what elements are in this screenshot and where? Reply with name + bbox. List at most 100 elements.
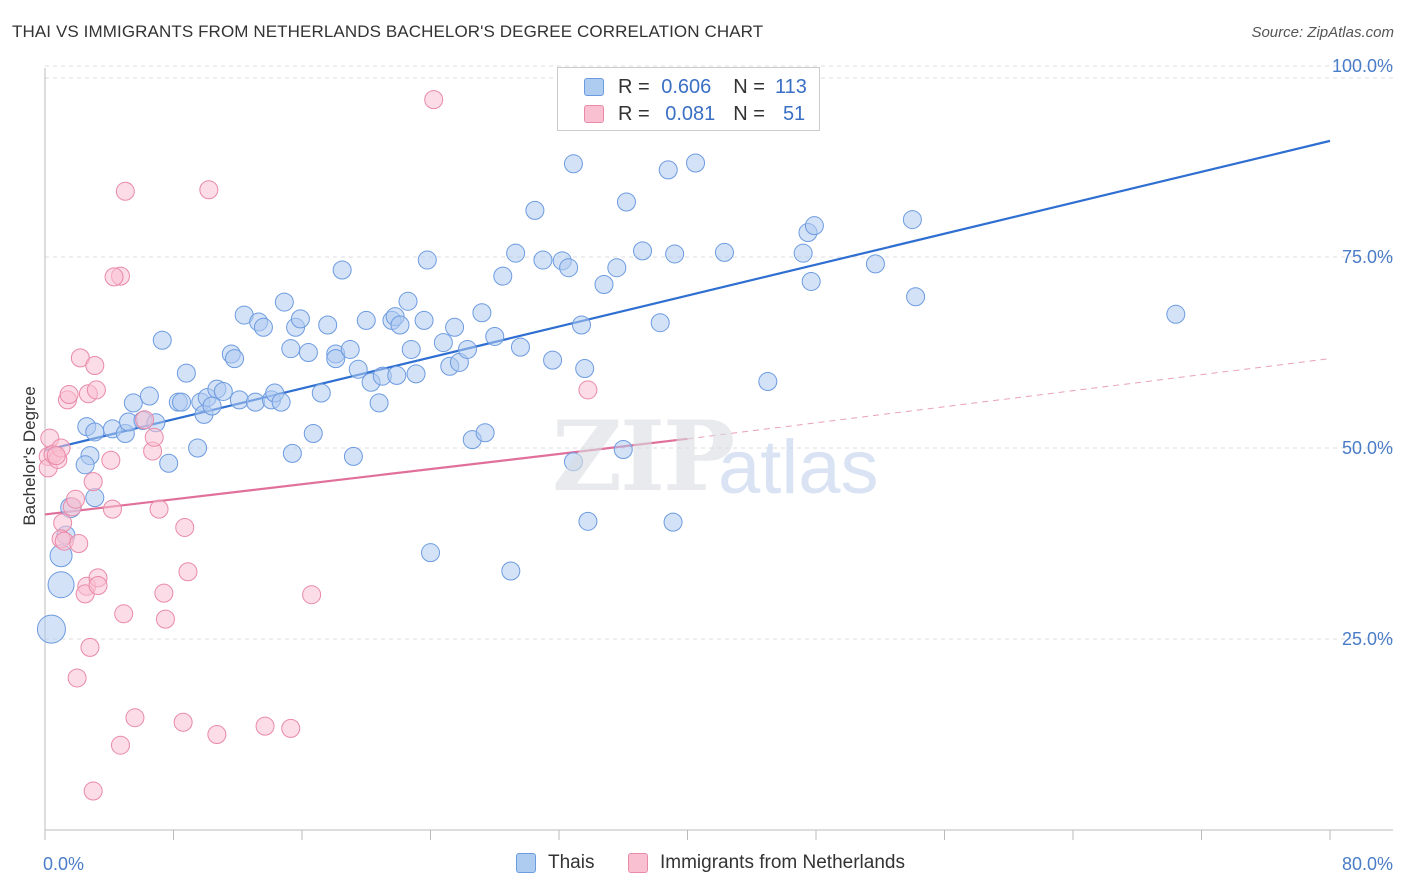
point-thais <box>533 250 553 270</box>
point-thais <box>475 423 495 443</box>
point-netherlands <box>104 267 124 287</box>
point-netherlands <box>125 708 145 728</box>
legend-row-thais: R = 0.606 N = 113 <box>584 74 807 100</box>
point-thais <box>406 364 426 384</box>
point-thais <box>274 292 294 312</box>
data-points <box>36 90 1186 801</box>
point-thais <box>202 396 222 416</box>
point-thais <box>36 614 66 644</box>
point-thais <box>543 350 563 370</box>
point-thais <box>356 310 376 330</box>
point-thais <box>663 512 683 532</box>
point-thais <box>686 153 706 173</box>
y-tick-label: 75.0% <box>1342 247 1393 267</box>
x-tick-label: 0.0% <box>43 854 84 874</box>
point-thais <box>493 266 513 286</box>
point-netherlands <box>110 735 130 755</box>
point-thais <box>563 154 583 174</box>
watermark-atlas: atlas <box>718 425 879 510</box>
point-netherlands <box>173 712 193 732</box>
point-netherlands <box>69 534 89 553</box>
legend-r-label: R = <box>618 75 650 98</box>
point-thais <box>318 315 338 335</box>
gridlines <box>45 65 1393 640</box>
point-thais <box>85 488 105 508</box>
point-netherlands <box>83 472 103 492</box>
point-thais <box>758 372 778 392</box>
point-netherlands <box>67 668 87 688</box>
point-thais <box>633 241 653 261</box>
point-thais <box>332 260 352 280</box>
stats-legend: R = 0.606 N = 113 R = 0.081 N = 51 <box>557 67 820 131</box>
point-thais <box>281 339 301 359</box>
point-thais <box>801 271 821 291</box>
point-netherlands <box>53 513 73 533</box>
axis-labels: 100.0% 75.0% 50.0% 25.0% 0.0% 80.0% Bachelor's… <box>20 56 1393 874</box>
point-thais <box>152 330 172 350</box>
point-thais <box>714 242 734 262</box>
point-thais <box>139 386 159 406</box>
point-thais <box>75 455 95 475</box>
point-netherlands <box>144 427 164 447</box>
point-thais <box>398 291 418 311</box>
point-netherlands <box>207 725 227 744</box>
point-thais <box>575 359 595 379</box>
legend-item-thais[interactable]: Thais <box>516 852 594 874</box>
y-tick-label: 100.0% <box>1332 56 1393 76</box>
point-thais <box>343 446 363 466</box>
point-thais <box>485 326 505 346</box>
point-netherlands <box>102 499 122 519</box>
point-thais <box>902 210 922 230</box>
point-thais <box>571 315 591 335</box>
y-axis-title: Bachelor's Degree <box>20 386 39 525</box>
legend-item-netherlands[interactable]: Immigrants from Netherlands <box>628 852 905 874</box>
point-thais <box>607 258 627 278</box>
point-thais <box>658 160 678 180</box>
chart-title: THAI VS IMMIGRANTS FROM NETHERLANDS BACH… <box>12 22 764 41</box>
point-netherlands <box>281 718 301 738</box>
point-thais <box>298 343 318 362</box>
point-thais <box>290 309 310 329</box>
y-tick-label: 50.0% <box>1342 438 1393 458</box>
point-thais <box>445 317 465 337</box>
point-netherlands <box>59 385 79 405</box>
point-netherlands <box>115 181 135 201</box>
point-thais <box>421 543 440 563</box>
legend-n-label: N = <box>733 102 765 125</box>
point-netherlands <box>114 604 134 624</box>
point-thais <box>348 359 368 379</box>
point-netherlands <box>66 489 86 509</box>
point-netherlands <box>255 716 275 736</box>
legend-n-value: 51 <box>782 102 806 125</box>
point-thais <box>433 333 453 353</box>
watermark-zip: ZIP <box>552 400 735 513</box>
point-netherlands <box>578 380 598 400</box>
point-thais <box>865 254 885 274</box>
trend-line-netherlands <box>44 437 688 516</box>
point-thais <box>1166 304 1186 324</box>
point-thais <box>414 310 434 330</box>
point-thais <box>369 393 389 413</box>
point-netherlands <box>88 576 108 596</box>
legend-label-netherlands: Immigrants from Netherlands <box>660 852 905 873</box>
series-legend: Thais Immigrants from Netherlands <box>0 852 1406 878</box>
point-netherlands <box>302 585 322 605</box>
point-thais <box>213 381 233 401</box>
point-thais <box>188 438 208 458</box>
point-thais <box>85 422 105 442</box>
point-thais <box>390 315 410 335</box>
point-thais <box>245 392 265 412</box>
point-netherlands <box>149 499 169 519</box>
point-thais <box>229 390 249 410</box>
legend-swatch-thais <box>584 78 604 96</box>
point-thais <box>457 339 477 359</box>
point-thais <box>253 317 273 337</box>
point-thais <box>906 287 926 307</box>
point-netherlands <box>85 355 105 375</box>
trend-extension-netherlands <box>687 358 1331 440</box>
point-thais <box>123 393 143 413</box>
point-thais <box>525 200 545 220</box>
point-thais <box>594 275 614 295</box>
point-thais <box>559 258 579 278</box>
